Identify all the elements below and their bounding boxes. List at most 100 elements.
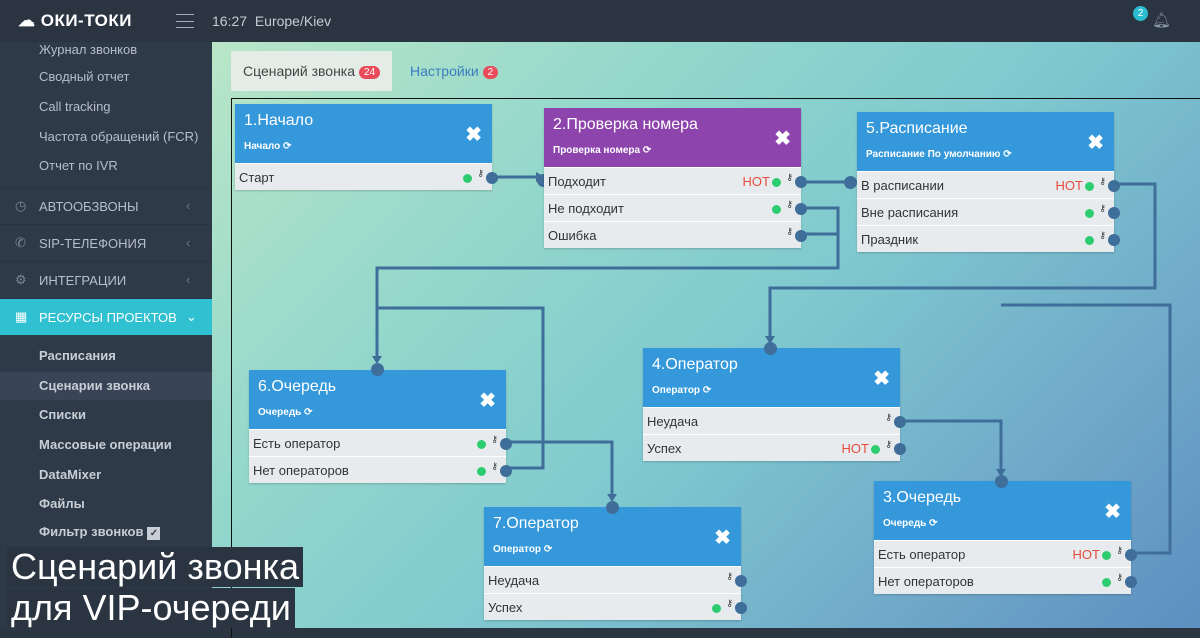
checkbox-icon[interactable]: ✓ [147,527,161,540]
key-icon[interactable]: ⚷ [477,168,484,178]
refresh-icon[interactable]: ⟳ [1003,149,1012,160]
sidebar-item-datamixer[interactable]: DataMixer [39,467,102,482]
tab-call-scenario[interactable]: Сценарий звонка 24 [231,51,393,91]
refresh-icon[interactable]: ⟳ [304,407,313,418]
flow-node[interactable]: 2.Проверка номера Проверка номера ⟳ ✖ Подхо… [544,108,807,248]
flow-node[interactable]: 6.Очередь Очередь ⟳ ✖ Есть оператор ⚷ Нет опе… [249,370,512,483]
key-icon[interactable]: ⚷ [885,412,892,422]
node-header[interactable]: 3.Очередь Очередь ⟳ ✖ [874,481,1131,540]
arrow-head [372,356,382,364]
status-dot-icon [1085,236,1094,245]
key-icon[interactable]: ⚷ [1099,176,1106,186]
node-header[interactable]: 2.Проверка номера Проверка номера ⟳ ✖ [544,108,801,167]
sidebar-section-autodial[interactable]: ◷ АВТООБЗВОНЫ ‹ [0,187,212,224]
link-queue6-operator7 [500,440,614,498]
node-subtitle[interactable]: Проверка номера ⟳ [553,145,652,156]
close-icon[interactable]: ✖ [774,128,791,150]
sidebar-item-call-log[interactable]: Журнал звонков [39,42,138,57]
output-port[interactable] [795,203,807,215]
key-icon[interactable]: ⚷ [491,461,498,471]
key-icon[interactable]: ⚷ [726,598,733,608]
key-icon[interactable]: ⚷ [1099,230,1106,240]
output-port[interactable] [486,172,498,184]
sidebar-item-ivr[interactable]: Отчет по IVR [39,158,118,173]
flow-node[interactable]: 4.Оператор Оператор ⟳ ✖ Неудача ⚷ Успех НОТ ⚷ [643,348,906,461]
input-port[interactable] [371,363,384,376]
output-port[interactable] [500,465,512,477]
key-icon[interactable]: ⚷ [786,226,793,236]
node-header[interactable]: 4.Оператор Оператор ⟳ ✖ [643,348,900,407]
output-port[interactable] [1125,576,1137,588]
close-icon[interactable]: ✖ [479,390,496,412]
output-port[interactable] [795,176,807,188]
sidebar-item-lists[interactable]: Списки [39,407,86,422]
node-subtitle[interactable]: Оператор ⟳ [493,544,553,555]
close-icon[interactable]: ✖ [1087,132,1104,154]
sidebar-item-call-filter[interactable]: Фильтр звонков ✓ [0,520,212,544]
input-port[interactable] [764,342,777,355]
output-port[interactable] [894,443,906,455]
key-icon[interactable]: ⚷ [885,439,892,449]
logo[interactable]: ☁ ОКИ-ТОКИ [18,11,132,31]
refresh-icon[interactable]: ⟳ [283,141,292,152]
close-icon[interactable]: ✖ [465,124,482,146]
output-port[interactable] [1125,549,1137,561]
node-header[interactable]: 5.Расписание Расписание По умолчанию ⟳ ✖ [857,112,1114,171]
output-label: Не подходит [548,201,624,216]
output-port[interactable] [735,602,747,614]
refresh-icon[interactable]: ⟳ [929,518,938,529]
key-icon[interactable]: ⚷ [786,172,793,182]
refresh-icon[interactable]: ⟳ [642,145,652,156]
sidebar-section-integrations[interactable]: ⚙ ИНТЕГРАЦИИ ‹ [0,261,212,298]
key-icon[interactable]: ⚷ [1116,545,1123,555]
sidebar-item-bulk[interactable]: Массовые операции [39,437,172,452]
node-header[interactable]: 1.Начало Начало ⟳ ✖ [235,104,492,163]
output-port[interactable] [1108,180,1120,192]
refresh-icon[interactable]: ⟳ [702,385,712,396]
key-icon[interactable]: ⚷ [491,434,498,444]
caption-line-2: для VIP-очереди [7,588,295,628]
node-subtitle[interactable]: Расписание По умолчанию ⟳ [866,149,1012,160]
node-subtitle[interactable]: Очередь ⟳ [258,407,313,418]
key-icon[interactable]: ⚷ [786,199,793,209]
key-icon[interactable]: ⚷ [1099,203,1106,213]
flow-node[interactable]: 7.Оператор Оператор ⟳ ✖ Неудача ⚷ Успех ⚷ [484,507,747,620]
flow-node[interactable]: 5.Расписание Расписание По умолчанию ⟳ ✖ В … [857,112,1120,252]
close-icon[interactable]: ✖ [1104,501,1121,523]
flow-node[interactable]: 1.Начало Начало ⟳ ✖ Старт ⚷ [235,104,498,190]
input-port[interactable] [995,475,1008,488]
close-icon[interactable]: ✖ [873,368,890,390]
output-port[interactable] [1108,207,1120,219]
node-header[interactable]: 7.Оператор Оператор ⟳ ✖ [484,507,741,566]
output-port[interactable] [894,416,906,428]
notification-badge[interactable]: 2 [1133,6,1148,21]
sidebar-item-summary[interactable]: Сводный отчет [39,69,130,84]
node-subtitle[interactable]: Начало ⟳ [244,141,292,152]
sidebar-item-call-tracking[interactable]: Call tracking [39,99,111,114]
sidebar-item-fcr[interactable]: Частота обращений (FCR) [39,129,199,144]
bell-icon[interactable]: 🔔︎ [1152,12,1172,29]
menu-toggle-icon[interactable] [176,14,194,28]
input-port[interactable] [844,176,857,189]
output-port[interactable] [500,438,512,450]
close-icon[interactable]: ✖ [714,527,731,549]
refresh-icon[interactable]: ⟳ [543,544,553,555]
sidebar-item-files[interactable]: Файлы [39,496,85,511]
flow-node[interactable]: 3.Очередь Очередь ⟳ ✖ Есть оператор НОТ ⚷ Нет … [874,481,1137,594]
sidebar-section-resources[interactable]: ▦ РЕСУРСЫ ПРОЕКТОВ ⌄ [0,298,212,335]
output-port[interactable] [735,575,747,587]
input-port[interactable] [606,501,619,514]
sidebar-item-schedules[interactable]: Расписания [39,348,116,363]
tab-settings[interactable]: Настройки 2 [398,51,510,91]
sidebar-section-sip[interactable]: ✆ SIP-ТЕЛЕФОНИЯ ‹ [0,224,212,261]
node-subtitle[interactable]: Очередь ⟳ [883,518,938,529]
output-port[interactable] [1108,234,1120,246]
sidebar-item-call-scenarios[interactable]: Сценарии звонка [0,372,212,400]
node-output-row: Есть оператор ⚷ [249,429,512,456]
node-output-row: Успех НОТ ⚷ [643,434,906,461]
output-port[interactable] [795,230,807,242]
node-subtitle[interactable]: Оператор ⟳ [652,385,712,396]
key-icon[interactable]: ⚷ [1116,572,1123,582]
key-icon[interactable]: ⚷ [726,571,733,581]
node-header[interactable]: 6.Очередь Очередь ⟳ ✖ [249,370,506,429]
